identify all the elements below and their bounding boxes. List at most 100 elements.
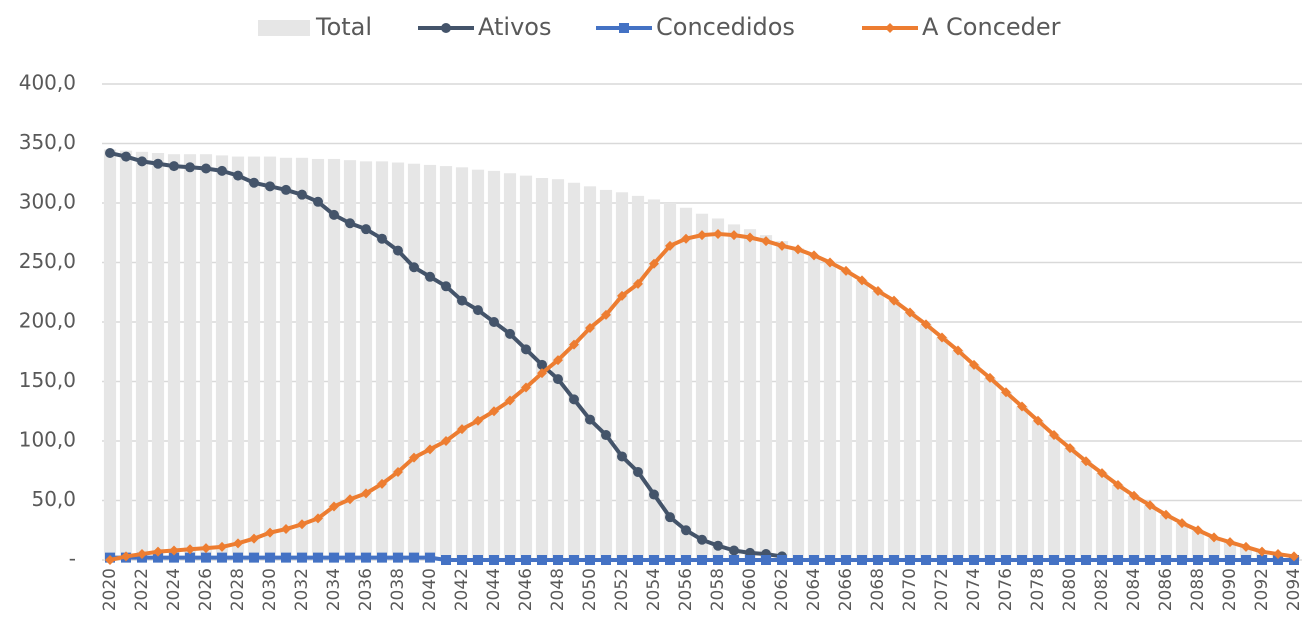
marker — [601, 309, 611, 320]
bar — [1111, 485, 1125, 560]
marker — [921, 555, 931, 565]
marker — [201, 543, 211, 554]
marker — [281, 184, 291, 195]
marker — [457, 295, 467, 306]
marker — [185, 544, 195, 555]
marker — [457, 424, 467, 435]
bar — [1191, 530, 1205, 560]
bar — [407, 163, 421, 561]
marker — [665, 512, 675, 523]
marker — [601, 555, 611, 565]
marker — [633, 466, 643, 477]
marker — [457, 555, 467, 565]
bar — [919, 324, 933, 560]
marker — [665, 240, 675, 251]
bar — [839, 270, 853, 560]
y-tick-label: 50,0 — [31, 487, 76, 511]
marker — [489, 317, 499, 327]
bar — [551, 179, 565, 560]
marker — [105, 555, 115, 565]
marker — [233, 552, 243, 563]
x-tick-label: 2074 — [964, 568, 984, 611]
marker — [777, 240, 787, 251]
x-tick-label: 2060 — [740, 568, 760, 611]
marker — [329, 209, 339, 220]
marker — [681, 525, 691, 536]
marker — [521, 382, 531, 393]
marker — [681, 555, 691, 565]
x-tick-label: 2090 — [1220, 568, 1240, 611]
x-tick-label: 2064 — [804, 568, 824, 611]
marker — [553, 555, 563, 565]
legend-label: Ativos — [478, 13, 551, 41]
legend-label: Total — [315, 13, 372, 41]
bar — [423, 164, 437, 561]
bar — [967, 364, 981, 560]
marker — [1033, 415, 1043, 426]
marker — [345, 552, 355, 563]
bar — [759, 235, 773, 560]
marker — [745, 232, 755, 243]
x-tick-label: 2022 — [132, 568, 152, 611]
bar — [263, 156, 277, 560]
x-tick-label: 2088 — [1188, 568, 1208, 611]
x-tick-label: 2078 — [1028, 568, 1048, 611]
marker — [569, 339, 579, 350]
marker — [121, 151, 131, 162]
marker — [169, 545, 179, 556]
marker — [1097, 468, 1107, 479]
marker — [633, 278, 643, 289]
marker — [153, 552, 163, 563]
legend-label: A Conceder — [922, 13, 1061, 41]
marker — [521, 344, 531, 355]
marker — [1049, 555, 1059, 565]
bar — [807, 255, 821, 561]
y-tick-label: 350,0 — [19, 130, 76, 154]
marker — [409, 552, 419, 563]
x-tick-label: 2072 — [932, 568, 952, 611]
marker — [297, 519, 307, 530]
bar — [471, 169, 485, 560]
marker — [489, 555, 499, 565]
marker — [217, 552, 227, 563]
x-tick-label: 2046 — [516, 568, 536, 611]
marker — [873, 286, 883, 297]
marker — [249, 552, 259, 563]
x-tick-label: 2038 — [388, 568, 408, 611]
marker — [825, 555, 835, 565]
marker — [297, 552, 307, 563]
bar — [135, 151, 149, 560]
y-tick-label: 250,0 — [19, 249, 76, 273]
x-tick-label: 2092 — [1252, 568, 1272, 611]
bar — [711, 218, 725, 560]
marker — [713, 228, 723, 239]
marker — [1241, 541, 1251, 552]
x-tick-label: 2082 — [1092, 568, 1112, 611]
marker — [201, 163, 211, 174]
marker — [937, 332, 947, 343]
bar — [1159, 514, 1173, 560]
marker — [1209, 555, 1219, 565]
marker — [265, 181, 275, 192]
y-tick-label: 150,0 — [19, 368, 76, 392]
bar — [375, 161, 389, 560]
bar — [103, 149, 117, 560]
marker — [153, 546, 163, 557]
marker — [713, 540, 723, 551]
marker — [1113, 480, 1123, 491]
x-tick-label: 2094 — [1284, 568, 1304, 611]
marker — [169, 552, 179, 563]
marker — [1001, 555, 1011, 565]
marker — [969, 555, 979, 565]
marker — [137, 156, 147, 167]
marker — [1161, 509, 1171, 520]
marker — [1001, 387, 1011, 398]
y-tick-label: 100,0 — [19, 428, 76, 452]
marker — [649, 489, 659, 500]
bar — [1063, 448, 1077, 560]
bar — [279, 157, 293, 560]
marker — [729, 545, 739, 556]
marker — [649, 555, 659, 565]
y-tick-label: 400,0 — [19, 71, 76, 95]
bar — [215, 155, 229, 560]
